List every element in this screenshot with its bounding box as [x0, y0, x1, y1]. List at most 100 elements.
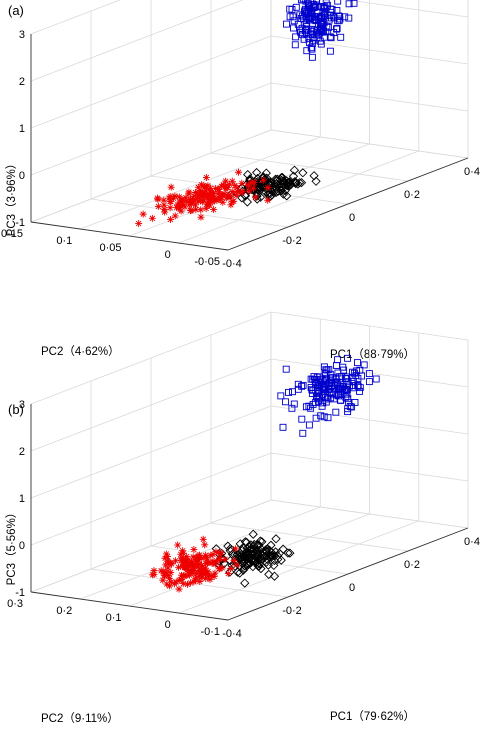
- data-point-square: [335, 392, 343, 400]
- data-point-square: [324, 414, 332, 422]
- data-point-square: [333, 25, 340, 33]
- panel-a-z-axis-label: PC3（3·96%）: [5, 158, 18, 237]
- data-point-asterisk: [164, 553, 172, 561]
- data-point-asterisk: [178, 571, 186, 579]
- data-point-square: [282, 398, 289, 406]
- data-point-asterisk: [177, 556, 185, 564]
- data-point-diamond: [281, 179, 292, 189]
- panel-a: (a) -0·4 -0·2 0 0·2 0·4 -0·05 0 0·05 0·1 0·15-1 0 1…: [1, 0, 480, 361]
- data-point-asterisk: [234, 188, 242, 196]
- data-point-square: [316, 373, 324, 381]
- data-point-asterisk: [195, 572, 203, 580]
- data-point-asterisk: [180, 562, 188, 570]
- data-point-diamond: [242, 197, 253, 207]
- data-point-square: [341, 13, 349, 21]
- data-point-asterisk: [211, 195, 219, 203]
- y-tick-label: 0·2: [56, 605, 72, 617]
- x-tick-label: 0·2: [404, 559, 420, 571]
- data-point-square: [354, 382, 362, 390]
- data-point-square: [285, 388, 292, 396]
- data-point-asterisk: [201, 183, 209, 191]
- data-point-diamond: [235, 568, 245, 578]
- data-point-square: [319, 386, 327, 394]
- y-tick-label: -0·05: [194, 256, 220, 268]
- data-point-asterisk: [197, 213, 205, 221]
- data-point-asterisk: [199, 535, 207, 543]
- z-tick-label: 0: [19, 170, 25, 182]
- data-point-square: [337, 33, 345, 41]
- data-point-square: [330, 14, 338, 22]
- data-point-asterisk: [187, 568, 195, 576]
- data-point-square: [344, 405, 352, 413]
- data-point-asterisk: [212, 184, 220, 192]
- data-point-square: [300, 35, 308, 43]
- data-point-square: [302, 26, 310, 34]
- data-point-asterisk: [191, 188, 199, 196]
- data-point-diamond: [282, 191, 292, 201]
- data-point-asterisk: [160, 205, 168, 213]
- data-point-square: [305, 421, 313, 429]
- data-point-square: [325, 378, 333, 386]
- data-point-asterisk: [164, 564, 172, 572]
- z-tick-label: 2: [19, 446, 25, 458]
- data-point-diamond: [248, 554, 258, 565]
- data-point-asterisk: [166, 574, 173, 582]
- data-point-asterisk: [165, 558, 173, 566]
- z-tick-label: 1: [19, 493, 25, 505]
- data-point-asterisk: [185, 201, 193, 209]
- data-point-asterisk: [166, 215, 174, 223]
- y-axis-line: [30, 591, 229, 621]
- data-point-asterisk: [213, 557, 221, 565]
- data-point-square: [292, 3, 300, 11]
- wall-grid-line: [30, 0, 121, 35]
- data-point-asterisk: [245, 187, 253, 195]
- data-point-diamond: [298, 168, 308, 178]
- data-point-diamond: [271, 182, 281, 193]
- data-point-square: [338, 373, 346, 381]
- data-point-square: [307, 404, 315, 412]
- data-point-asterisk: [204, 182, 212, 190]
- data-point-asterisk: [182, 197, 190, 205]
- data-point-asterisk: [197, 187, 205, 195]
- data-point-square: [302, 403, 310, 411]
- data-point-diamond: [265, 551, 275, 561]
- data-point-square: [315, 30, 323, 38]
- data-point-square: [350, 369, 358, 377]
- z-tick-label: -1: [15, 217, 25, 229]
- data-point-asterisk: [201, 564, 209, 572]
- wall-grid-line: [270, 311, 469, 341]
- x-tick-label: -0·2: [282, 235, 302, 247]
- data-point-square: [309, 34, 317, 42]
- data-point-asterisk: [166, 198, 174, 206]
- data-point-asterisk: [178, 559, 186, 567]
- data-point-asterisk: [228, 177, 236, 185]
- data-point-asterisk: [173, 203, 181, 211]
- data-point-asterisk: [167, 183, 175, 191]
- data-point-asterisk: [199, 193, 207, 201]
- data-point-asterisk: [198, 566, 206, 574]
- data-point-asterisk: [166, 582, 174, 590]
- data-point-square: [307, 12, 315, 20]
- x-tick-label: 0: [349, 582, 355, 594]
- y-tick-label: 0·1: [56, 235, 72, 247]
- data-point-square: [326, 47, 334, 55]
- data-point-diamond: [285, 548, 295, 558]
- data-point-diamond: [241, 537, 252, 547]
- data-point-asterisk: [193, 195, 201, 203]
- data-point-asterisk: [198, 573, 206, 581]
- data-point-asterisk: [188, 200, 196, 208]
- data-point-asterisk: [167, 568, 175, 576]
- data-point-diamond: [261, 545, 271, 555]
- data-point-asterisk: [139, 210, 147, 218]
- data-point-diamond: [257, 537, 267, 547]
- data-point-diamond: [241, 547, 251, 558]
- data-point-diamond: [262, 554, 273, 565]
- data-point-square: [360, 361, 368, 369]
- data-point-asterisk: [203, 192, 211, 200]
- data-point-asterisk: [203, 559, 211, 567]
- data-point-square: [326, 33, 334, 41]
- data-point-asterisk: [218, 191, 226, 199]
- data-point-asterisk: [230, 557, 238, 565]
- data-point-asterisk: [227, 201, 235, 209]
- data-point-asterisk: [194, 183, 202, 191]
